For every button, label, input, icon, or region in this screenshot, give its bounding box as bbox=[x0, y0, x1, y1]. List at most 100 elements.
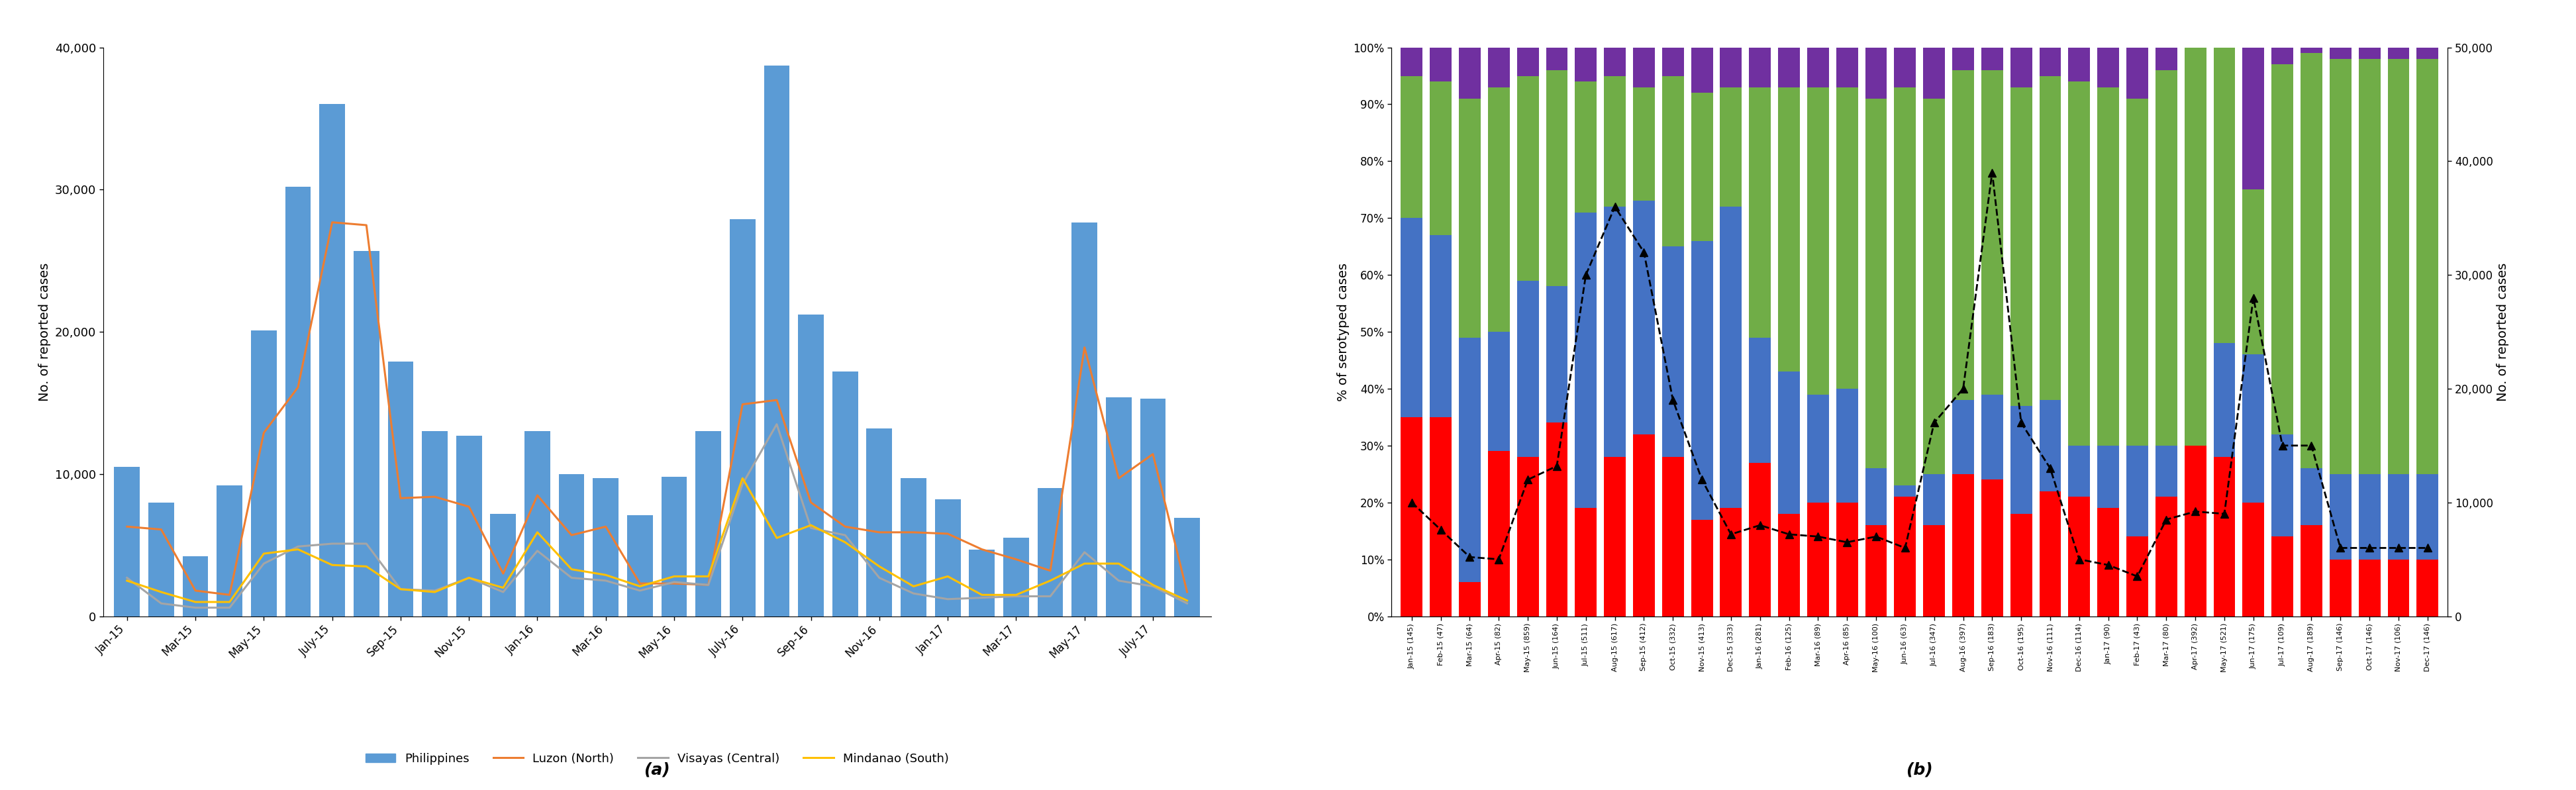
Bar bbox=[2357, 474, 2380, 559]
Bar bbox=[2416, 474, 2437, 559]
Bar bbox=[1690, 520, 1713, 616]
Bar bbox=[559, 474, 585, 616]
Bar bbox=[1806, 502, 1829, 616]
Bar bbox=[149, 502, 175, 616]
Bar bbox=[2069, 497, 2089, 616]
Bar bbox=[2329, 559, 2352, 616]
Bar bbox=[1953, 47, 1973, 70]
Bar bbox=[1837, 47, 1857, 87]
Bar bbox=[1953, 70, 1973, 400]
Bar bbox=[2069, 81, 2089, 446]
Bar bbox=[2125, 446, 2148, 536]
Bar bbox=[1546, 70, 1566, 286]
Bar bbox=[1605, 457, 1625, 616]
Bar bbox=[2388, 559, 2409, 616]
Bar bbox=[1662, 457, 1682, 616]
Bar bbox=[2156, 47, 2177, 70]
Text: (b): (b) bbox=[1906, 762, 1932, 777]
Bar bbox=[2300, 525, 2321, 616]
Bar bbox=[2125, 536, 2148, 616]
Bar bbox=[1486, 47, 1510, 87]
Bar bbox=[456, 435, 482, 616]
Bar bbox=[2125, 99, 2148, 446]
Bar bbox=[1605, 207, 1625, 457]
Bar bbox=[1777, 47, 1801, 87]
Bar bbox=[1777, 514, 1801, 616]
Bar bbox=[1401, 417, 1422, 616]
Bar bbox=[1721, 87, 1741, 207]
Bar bbox=[1865, 47, 1886, 99]
Bar bbox=[2184, 446, 2205, 616]
Bar bbox=[1430, 235, 1450, 417]
Bar bbox=[2300, 47, 2321, 53]
Bar bbox=[2300, 53, 2321, 468]
Bar bbox=[1486, 87, 1510, 332]
Bar bbox=[2038, 400, 2061, 491]
Bar bbox=[1517, 280, 1538, 457]
Bar bbox=[2038, 491, 2061, 616]
Bar bbox=[1749, 87, 1770, 337]
Bar bbox=[729, 220, 755, 616]
Bar bbox=[2156, 497, 2177, 616]
Bar bbox=[2329, 58, 2352, 474]
Bar bbox=[969, 549, 994, 616]
Bar bbox=[866, 428, 891, 616]
Bar bbox=[2416, 47, 2437, 58]
Bar bbox=[1721, 207, 1741, 508]
Bar bbox=[2329, 47, 2352, 58]
Bar bbox=[1749, 47, 1770, 87]
Bar bbox=[2272, 435, 2293, 536]
Bar bbox=[2069, 47, 2089, 81]
Legend: Philippines, Luzon (North), Visayas (Central), Mindanao (South): Philippines, Luzon (North), Visayas (Cen… bbox=[361, 748, 953, 769]
Bar bbox=[1662, 246, 1682, 457]
Bar bbox=[2009, 514, 2032, 616]
Bar bbox=[2156, 446, 2177, 497]
Bar bbox=[1458, 582, 1481, 616]
Bar bbox=[2388, 474, 2409, 559]
Bar bbox=[1633, 435, 1654, 616]
Bar bbox=[1806, 47, 1829, 87]
Bar bbox=[1690, 241, 1713, 520]
Bar bbox=[2213, 343, 2233, 457]
Bar bbox=[2069, 446, 2089, 497]
Bar bbox=[319, 104, 345, 616]
Y-axis label: No. of reported cases: No. of reported cases bbox=[2496, 262, 2509, 401]
Bar bbox=[1662, 47, 1682, 76]
Bar bbox=[1574, 47, 1597, 81]
Bar bbox=[1865, 468, 1886, 525]
Bar bbox=[386, 362, 412, 616]
Bar bbox=[1038, 488, 1064, 616]
Bar bbox=[1633, 87, 1654, 201]
Bar bbox=[1605, 47, 1625, 76]
Bar bbox=[1401, 218, 1422, 417]
Bar bbox=[1749, 337, 1770, 463]
Bar bbox=[799, 314, 824, 616]
Bar bbox=[2097, 47, 2117, 87]
Bar bbox=[1175, 518, 1200, 616]
Bar bbox=[1865, 99, 1886, 468]
Bar bbox=[2300, 468, 2321, 525]
Bar bbox=[2388, 47, 2409, 58]
Bar bbox=[1458, 47, 1481, 99]
Bar bbox=[1922, 47, 1945, 99]
Bar bbox=[1806, 394, 1829, 502]
Bar bbox=[2097, 446, 2117, 508]
Bar bbox=[2009, 406, 2032, 514]
Bar bbox=[762, 66, 788, 616]
Bar bbox=[2416, 559, 2437, 616]
Bar bbox=[2097, 508, 2117, 616]
Bar bbox=[2184, 47, 2205, 446]
Bar bbox=[2156, 70, 2177, 446]
Bar bbox=[2357, 58, 2380, 474]
Bar bbox=[1777, 87, 1801, 371]
Bar bbox=[935, 499, 961, 616]
Text: (a): (a) bbox=[644, 762, 670, 777]
Bar bbox=[1458, 99, 1481, 337]
Bar bbox=[1401, 76, 1422, 218]
Bar bbox=[1749, 463, 1770, 616]
Bar bbox=[1574, 213, 1597, 508]
Bar bbox=[489, 514, 515, 616]
Bar bbox=[696, 431, 721, 616]
Bar bbox=[1072, 222, 1097, 616]
Bar bbox=[2241, 355, 2264, 502]
